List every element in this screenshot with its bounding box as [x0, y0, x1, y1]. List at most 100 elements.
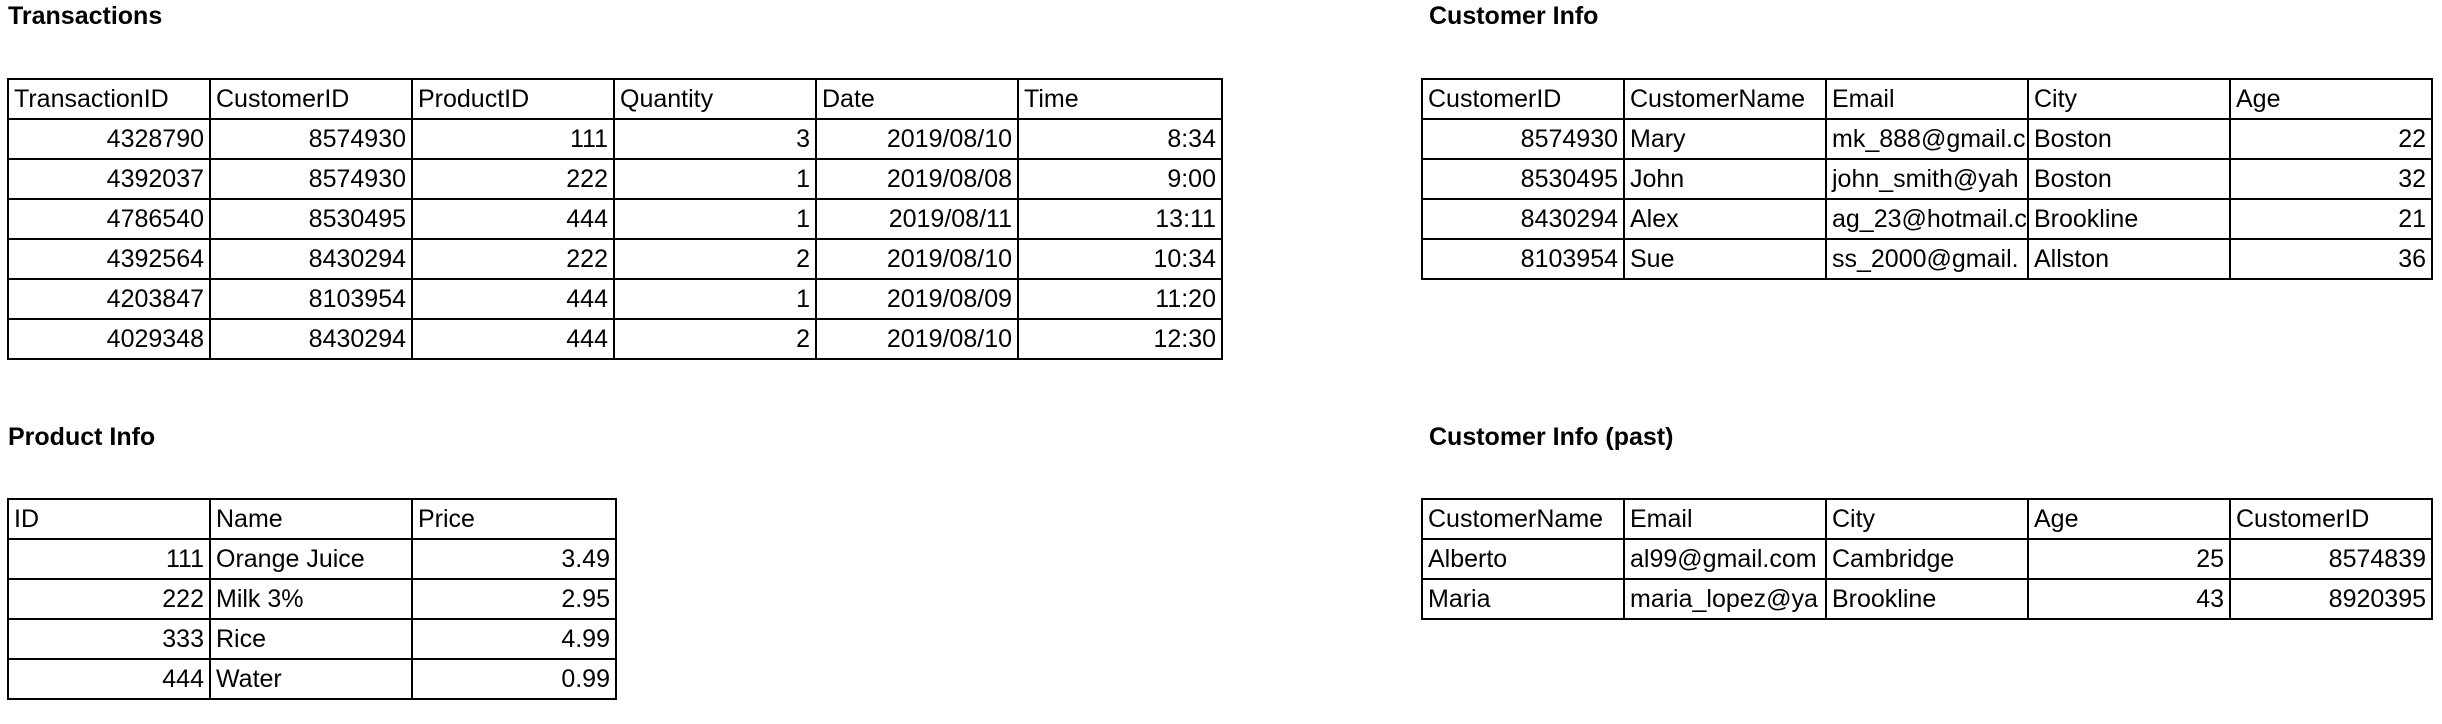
column-header: City: [1826, 499, 2028, 539]
table-cell: 36: [2230, 239, 2432, 279]
table-cell: 2019/08/10: [816, 319, 1018, 359]
table-cell: 3: [614, 119, 816, 159]
table-row: 4392037 8574930 222 1 2019/08/08 9:00: [8, 159, 1222, 199]
table-cell: 222: [8, 579, 210, 619]
customer-info-title: Customer Info: [1429, 2, 1598, 31]
table-cell: ag_23@hotmail.c: [1826, 199, 2028, 239]
table-cell: 2019/08/08: [816, 159, 1018, 199]
table-cell: 8574930: [1422, 119, 1624, 159]
table-cell: 21: [2230, 199, 2432, 239]
column-header: Name: [210, 499, 412, 539]
table-row: Alberto al99@gmail.com Cambridge 25 8574839: [1422, 539, 2432, 579]
table-cell: 8103954: [1422, 239, 1624, 279]
table-cell: 4786540: [8, 199, 210, 239]
table-cell: 333: [8, 619, 210, 659]
column-header: ID: [8, 499, 210, 539]
column-header: Age: [2028, 499, 2230, 539]
table-cell: 2019/08/09: [816, 279, 1018, 319]
table-cell: 8574839: [2230, 539, 2432, 579]
table-row: 8530495 John john_smith@yah Boston 32: [1422, 159, 2432, 199]
table-cell: 11:20: [1018, 279, 1222, 319]
table-cell: 8430294: [210, 319, 412, 359]
table-header-row: CustomerID CustomerName Email City Age: [1422, 79, 2432, 119]
product-info-title: Product Info: [8, 423, 155, 452]
table-cell: 8430294: [1422, 199, 1624, 239]
table-cell: 222: [412, 159, 614, 199]
column-header: TransactionID: [8, 79, 210, 119]
table-cell: 12:30: [1018, 319, 1222, 359]
table-cell: 444: [412, 279, 614, 319]
column-header: Date: [816, 79, 1018, 119]
table-cell: 222: [412, 239, 614, 279]
table-cell: 2019/08/11: [816, 199, 1018, 239]
table-cell: 43: [2028, 579, 2230, 619]
table-cell: Milk 3%: [210, 579, 412, 619]
column-header: CustomerName: [1422, 499, 1624, 539]
table-cell: 444: [412, 199, 614, 239]
table-cell: 8574930: [210, 159, 412, 199]
table-cell: maria_lopez@ya: [1624, 579, 1826, 619]
table-cell: al99@gmail.com: [1624, 539, 1826, 579]
table-cell: 111: [412, 119, 614, 159]
column-header: Time: [1018, 79, 1222, 119]
table-cell: 10:34: [1018, 239, 1222, 279]
table-row: 4786540 8530495 444 1 2019/08/11 13:11: [8, 199, 1222, 239]
table-cell: john_smith@yah: [1826, 159, 2028, 199]
transactions-table: TransactionID CustomerID ProductID Quantity…: [7, 78, 1223, 360]
product-info-table: ID Name Price 111 Orange Juice 3.49 222 Milk 3%…: [7, 498, 617, 700]
column-header: CustomerName: [1624, 79, 1826, 119]
table-row: 8103954 Sue ss_2000@gmail. Allston 36: [1422, 239, 2432, 279]
table-cell: 4392037: [8, 159, 210, 199]
table-cell: 2.95: [412, 579, 616, 619]
table-cell: Sue: [1624, 239, 1826, 279]
table-row: 8430294 Alex ag_23@hotmail.c Brookline 21: [1422, 199, 2432, 239]
column-header: Age: [2230, 79, 2432, 119]
table-cell: Alex: [1624, 199, 1826, 239]
table-header-row: ID Name Price: [8, 499, 616, 539]
table-cell: 1: [614, 199, 816, 239]
table-cell: 8:34: [1018, 119, 1222, 159]
column-header: Email: [1624, 499, 1826, 539]
column-header: City: [2028, 79, 2230, 119]
table-cell: 8530495: [210, 199, 412, 239]
table-cell: 8430294: [210, 239, 412, 279]
table-cell: 444: [412, 319, 614, 359]
table-cell: 3.49: [412, 539, 616, 579]
table-cell: 111: [8, 539, 210, 579]
table-cell: 0.99: [412, 659, 616, 699]
table-cell: 2: [614, 319, 816, 359]
table-cell: Water: [210, 659, 412, 699]
table-cell: 2019/08/10: [816, 239, 1018, 279]
table-row: 4328790 8574930 111 3 2019/08/10 8:34: [8, 119, 1222, 159]
table-row: 8574930 Mary mk_888@gmail.c Boston 22: [1422, 119, 2432, 159]
column-header: CustomerID: [1422, 79, 1624, 119]
column-header: ProductID: [412, 79, 614, 119]
table-header-row: CustomerName Email City Age CustomerID: [1422, 499, 2432, 539]
table-cell: Cambridge: [1826, 539, 2028, 579]
column-header: Email: [1826, 79, 2028, 119]
table-cell: 4328790: [8, 119, 210, 159]
table-row: 333 Rice 4.99: [8, 619, 616, 659]
table-cell: 4392564: [8, 239, 210, 279]
table-row: 4392564 8430294 222 2 2019/08/10 10:34: [8, 239, 1222, 279]
column-header: CustomerID: [2230, 499, 2432, 539]
column-header: Quantity: [614, 79, 816, 119]
table-cell: Boston: [2028, 159, 2230, 199]
table-cell: 4203847: [8, 279, 210, 319]
table-cell: 8103954: [210, 279, 412, 319]
table-cell: 444: [8, 659, 210, 699]
table-cell: 4029348: [8, 319, 210, 359]
table-cell: 9:00: [1018, 159, 1222, 199]
column-header: Price: [412, 499, 616, 539]
table-cell: Alberto: [1422, 539, 1624, 579]
table-row: 4029348 8430294 444 2 2019/08/10 12:30: [8, 319, 1222, 359]
table-cell: 8920395: [2230, 579, 2432, 619]
transactions-title: Transactions: [8, 2, 162, 31]
table-cell: 8574930: [210, 119, 412, 159]
table-row: Maria maria_lopez@ya Brookline 43 8920395: [1422, 579, 2432, 619]
table-cell: 4.99: [412, 619, 616, 659]
table-cell: John: [1624, 159, 1826, 199]
table-cell: 2019/08/10: [816, 119, 1018, 159]
table-row: 222 Milk 3% 2.95: [8, 579, 616, 619]
table-cell: 8530495: [1422, 159, 1624, 199]
